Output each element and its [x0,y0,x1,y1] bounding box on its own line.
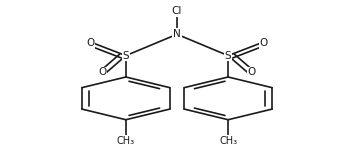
Text: O: O [260,38,268,48]
Text: O: O [98,67,107,77]
Text: S: S [225,51,232,61]
Text: N: N [173,29,181,39]
Text: CH₃: CH₃ [117,136,135,146]
Text: S: S [122,51,129,61]
Text: CH₃: CH₃ [219,136,237,146]
Text: O: O [247,67,256,77]
Text: O: O [86,38,94,48]
Text: Cl: Cl [172,6,182,16]
